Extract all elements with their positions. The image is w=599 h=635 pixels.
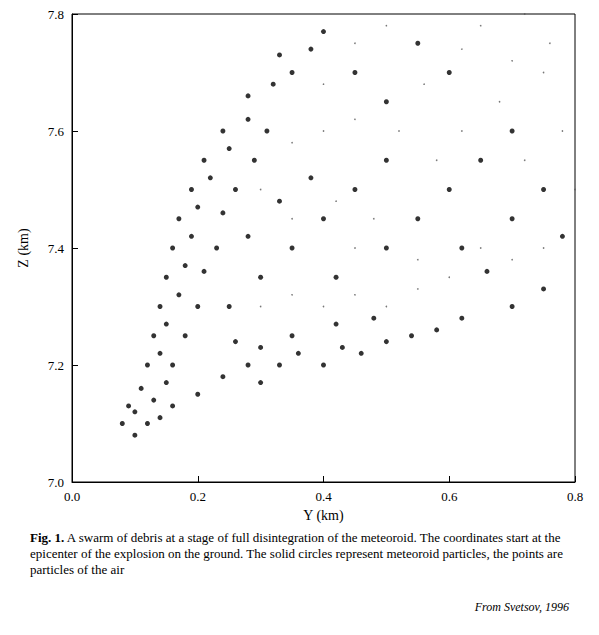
svg-text:0.4: 0.4 [315, 489, 332, 504]
html-text:Fig. 1. A swarm of debris at a: Fig. 1. A swarm of debris at a stage of … [30, 530, 563, 577]
svg-text:0.6: 0.6 [441, 489, 458, 504]
svg-text:7.8: 7.8 [48, 7, 64, 22]
svg-text:7.0: 7.0 [48, 475, 64, 490]
svg-text:7.2: 7.2 [48, 358, 64, 373]
svg-text:Y (km): Y (km) [303, 508, 344, 524]
svg-text:7.6: 7.6 [48, 124, 65, 139]
svg-text:Z (km): Z (km) [16, 228, 32, 268]
svg-text:7.4: 7.4 [48, 241, 65, 256]
html-text:From Svetsov, 1996: From Svetsov, 1996 [474, 600, 569, 614]
svg-text:0.2: 0.2 [190, 489, 206, 504]
svg-text:0.8: 0.8 [567, 489, 583, 504]
svg-text:0.0: 0.0 [64, 489, 80, 504]
